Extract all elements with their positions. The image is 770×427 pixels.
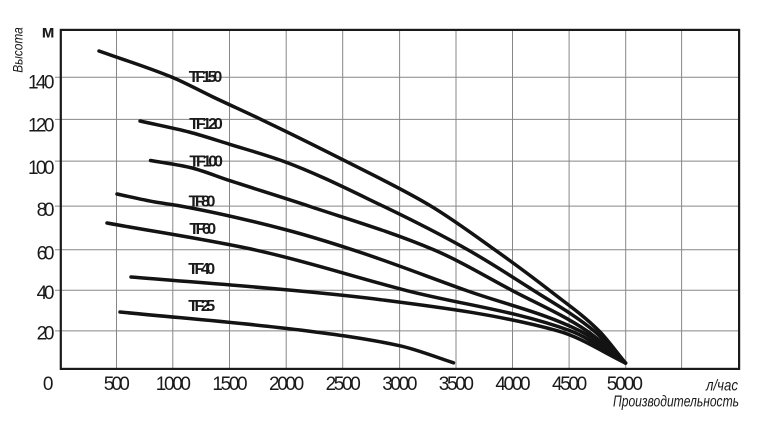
svg-text:м: м [42,22,55,42]
svg-text:140: 140 [28,73,54,94]
svg-text:1500: 1500 [212,374,247,395]
svg-text:TF120: TF120 [189,116,223,133]
svg-text:80: 80 [37,200,55,221]
svg-text:Производительность: Производительность [613,393,739,410]
svg-text:TF100: TF100 [189,154,223,171]
svg-text:л/час: л/час [705,378,738,395]
svg-text:40: 40 [37,283,55,304]
svg-text:60: 60 [37,244,55,265]
svg-text:1000: 1000 [156,374,191,395]
svg-text:120: 120 [28,115,54,136]
svg-text:2000: 2000 [269,374,304,395]
svg-text:0: 0 [43,374,54,395]
svg-text:100: 100 [28,158,54,179]
svg-text:500: 500 [104,374,130,395]
svg-text:Высота: Высота [10,27,26,73]
svg-text:3000: 3000 [382,374,417,395]
svg-text:TF60: TF60 [189,221,216,238]
svg-text:TF40: TF40 [188,261,215,278]
svg-text:4500: 4500 [552,374,587,395]
svg-text:4000: 4000 [495,374,530,395]
svg-text:2500: 2500 [326,374,361,395]
svg-text:3500: 3500 [439,374,474,395]
svg-text:20: 20 [37,324,55,345]
svg-text:TF150: TF150 [189,69,223,86]
svg-text:TF80: TF80 [189,193,216,210]
svg-text:TF25: TF25 [188,298,215,315]
svg-text:5000: 5000 [607,374,643,395]
